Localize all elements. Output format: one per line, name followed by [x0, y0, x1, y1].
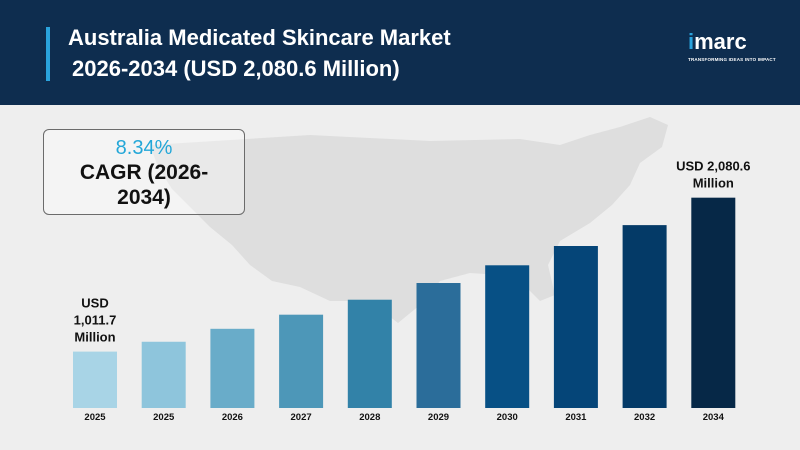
- title-line-2: 2026-2034 (USD 2,080.6 Million): [72, 56, 400, 81]
- imarc-logo: imarc TRANSFORMING IDEAS INTO IMPACT: [688, 30, 778, 70]
- header-banner: Australia Medicated Skincare Market 2026…: [0, 0, 800, 105]
- cagr-value: 8.34%: [115, 137, 173, 159]
- data-label: 1,011.7: [74, 313, 117, 328]
- background-map-icon: [150, 117, 668, 323]
- data-label: USD 2,080.6: [676, 159, 750, 174]
- x-tick-label: 2027: [291, 412, 312, 423]
- cagr-callout: 8.34% CAGR (2026-2034): [43, 129, 245, 215]
- bar-2: [210, 328, 255, 408]
- logo-wordmark: imarc: [688, 29, 747, 54]
- header-accent-bar: [46, 27, 50, 81]
- bar-8: [622, 225, 667, 408]
- data-label: Million: [693, 176, 734, 191]
- x-tick-label: 2032: [634, 412, 655, 423]
- bar-9: [691, 197, 736, 408]
- bar-4: [347, 299, 392, 408]
- data-label: USD: [81, 296, 108, 311]
- x-tick-label: 2025: [84, 412, 106, 423]
- title-line-1: Australia Medicated Skincare Market: [68, 25, 451, 50]
- cagr-label: CAGR (2026-2034): [79, 161, 209, 209]
- x-tick-label: 2028: [359, 412, 380, 423]
- x-tick-label: 2026: [222, 412, 243, 423]
- x-tick-label: 2034: [703, 412, 725, 423]
- x-tick-label: 2031: [565, 412, 587, 423]
- bar-1: [141, 341, 186, 408]
- logo-tagline: TRANSFORMING IDEAS INTO IMPACT: [688, 57, 776, 62]
- x-tick-label: 2030: [497, 412, 518, 423]
- bar-6: [485, 265, 530, 408]
- bar-3: [279, 314, 324, 408]
- x-tick-label: 2025: [153, 412, 175, 423]
- data-label: Million: [74, 330, 115, 345]
- bar-0: [73, 351, 117, 408]
- x-tick-label: 2029: [428, 412, 449, 423]
- page-title: Australia Medicated Skincare Market 2026…: [68, 22, 628, 84]
- bar-7: [553, 246, 598, 408]
- bar-5: [416, 283, 461, 408]
